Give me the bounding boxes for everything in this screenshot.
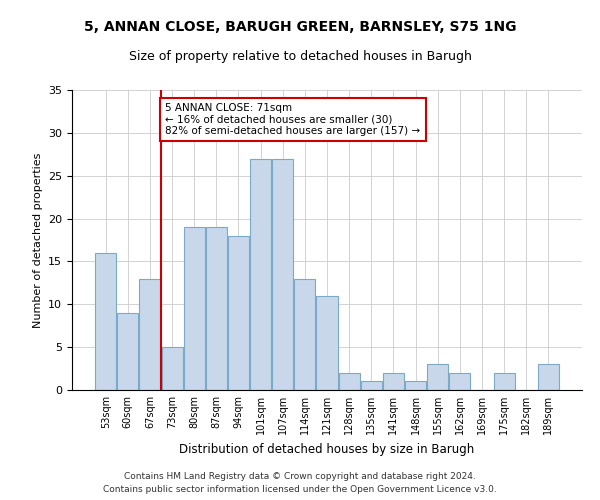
Bar <box>161 347 182 390</box>
Bar <box>449 373 470 390</box>
Text: Contains HM Land Registry data © Crown copyright and database right 2024.: Contains HM Land Registry data © Crown c… <box>124 472 476 481</box>
Bar <box>139 278 160 390</box>
Bar <box>184 227 205 390</box>
Bar <box>206 227 227 390</box>
Text: Contains public sector information licensed under the Open Government Licence v3: Contains public sector information licen… <box>103 485 497 494</box>
Bar <box>405 382 426 390</box>
Text: 5, ANNAN CLOSE, BARUGH GREEN, BARNSLEY, S75 1NG: 5, ANNAN CLOSE, BARUGH GREEN, BARNSLEY, … <box>84 20 516 34</box>
Bar <box>272 158 293 390</box>
Bar <box>118 313 139 390</box>
Bar <box>316 296 338 390</box>
Bar <box>361 382 382 390</box>
Bar <box>95 253 116 390</box>
Bar <box>494 373 515 390</box>
Bar <box>250 158 271 390</box>
X-axis label: Distribution of detached houses by size in Barugh: Distribution of detached houses by size … <box>179 442 475 456</box>
Y-axis label: Number of detached properties: Number of detached properties <box>32 152 43 328</box>
Text: 5 ANNAN CLOSE: 71sqm
← 16% of detached houses are smaller (30)
82% of semi-detac: 5 ANNAN CLOSE: 71sqm ← 16% of detached h… <box>166 103 421 136</box>
Text: Size of property relative to detached houses in Barugh: Size of property relative to detached ho… <box>128 50 472 63</box>
Bar <box>228 236 249 390</box>
Bar <box>338 373 359 390</box>
Bar <box>538 364 559 390</box>
Bar <box>383 373 404 390</box>
Bar <box>427 364 448 390</box>
Bar <box>295 278 316 390</box>
